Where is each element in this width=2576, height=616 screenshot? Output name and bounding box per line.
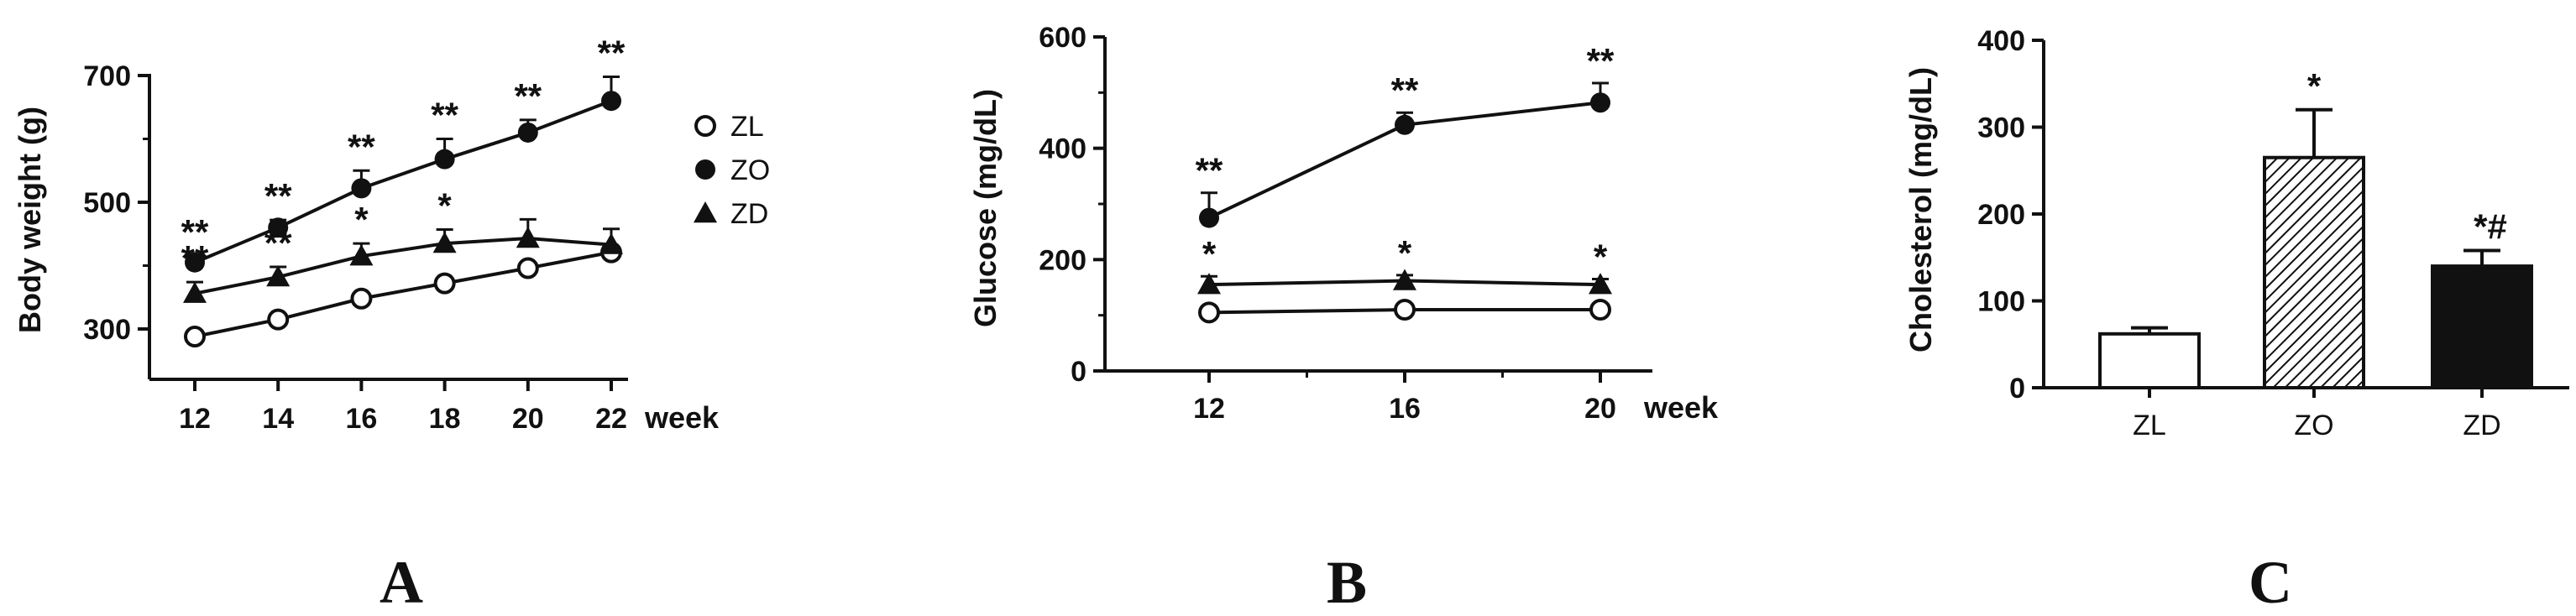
- a-point-zo: [351, 178, 372, 199]
- a-significance-mark: *: [354, 200, 369, 239]
- a-point-zl: [184, 326, 206, 348]
- a-point-zd: [516, 227, 540, 248]
- a-x-tick-label: 18: [429, 403, 461, 435]
- a-x-tick-label: 14: [262, 403, 294, 435]
- a-series-line-zd: [194, 237, 612, 295]
- a-x-tick-label: 12: [179, 403, 211, 435]
- a-significance-mark: *: [437, 185, 452, 225]
- a-y-tick-label: 500: [83, 187, 131, 219]
- a-point-zo: [268, 217, 289, 238]
- b-significance-mark: **: [1587, 41, 1615, 81]
- c-y-tick-label: 100: [1977, 286, 2025, 318]
- c-y-tick-label: 300: [1977, 112, 2025, 144]
- a-significance-mark: **: [598, 34, 626, 73]
- a-point-zd: [599, 232, 623, 254]
- a-point-zd: [432, 232, 457, 253]
- c-bar-zd: [2431, 264, 2533, 389]
- a-point-zl: [267, 308, 290, 331]
- b-point-zd: [1589, 273, 1612, 295]
- a-point-zl: [350, 287, 373, 310]
- c-x-tick-label: ZD: [2463, 410, 2500, 441]
- c-y-tick-label: 200: [1977, 199, 2025, 231]
- a-point-zl: [516, 257, 539, 279]
- panel-a-chart: 300 500 700 12 14 16 18 20 22 week Body weight (g)…: [13, 34, 770, 435]
- b-x-unit-label: week: [1643, 390, 1719, 425]
- c-bar-zl: [2098, 331, 2201, 389]
- b-significance-mark: **: [1196, 151, 1223, 191]
- b-significance-mark: *: [1594, 238, 1608, 277]
- c-y-tick-label: 400: [1977, 25, 2025, 57]
- b-y-axis-label: Glucose (mg/dL): [968, 89, 1003, 327]
- b-x-tick-label: 12: [1193, 393, 1225, 425]
- b-significance-mark: **: [1391, 70, 1419, 110]
- a-point-zl: [433, 272, 456, 295]
- b-point-zo: [1395, 114, 1415, 135]
- b-y-tick-label: 600: [1039, 22, 1086, 54]
- a-legend-marker-zo: [695, 159, 715, 180]
- c-x-tick-label: ZL: [2133, 410, 2166, 441]
- panel-letter-b: B: [1327, 549, 1367, 616]
- a-series-line-zo: [194, 99, 612, 264]
- b-point-zl: [1589, 299, 1611, 321]
- a-significance-mark: **: [431, 96, 458, 135]
- a-significance-mark: **: [181, 212, 209, 252]
- b-y-tick-label: 400: [1039, 133, 1086, 165]
- a-x-tick-label: 16: [345, 403, 377, 435]
- b-point-zd: [1197, 273, 1221, 295]
- c-significance-mark: *#: [2474, 206, 2507, 246]
- a-y-tick-label: 300: [83, 314, 131, 346]
- a-significance-mark: **: [264, 223, 292, 263]
- b-x-tick-label: 16: [1389, 393, 1421, 425]
- b-point-zo: [1590, 92, 1610, 113]
- a-significance-mark: **: [348, 127, 375, 166]
- a-legend-label-zo: ZO: [730, 154, 770, 186]
- b-significance-mark: *: [1398, 233, 1412, 273]
- a-x-tick-label: 22: [595, 403, 627, 435]
- a-point-zd: [183, 281, 207, 303]
- c-y-axis-label: Cholesterol (mg/dL): [1903, 67, 1938, 352]
- a-legend-label-zl: ZL: [730, 111, 764, 143]
- b-x-tick-label: 20: [1584, 393, 1616, 425]
- b-point-zl: [1394, 299, 1416, 321]
- a-y-axis-label: Body weight (g): [13, 107, 47, 333]
- b-y-tick-label: 0: [1071, 356, 1086, 388]
- b-point-zl: [1198, 301, 1220, 324]
- a-series-line-zl: [194, 250, 612, 339]
- a-point-zo: [434, 149, 455, 170]
- a-x-unit-label: week: [644, 400, 720, 435]
- a-point-zo: [185, 252, 205, 273]
- panel-letter-c: C: [2249, 549, 2292, 616]
- a-legend-marker-zd: [694, 201, 717, 223]
- b-point-zd: [1393, 269, 1416, 290]
- a-significance-mark: **: [181, 238, 209, 278]
- a-x-tick-label: 20: [512, 403, 544, 435]
- b-y-tick-label: 200: [1039, 244, 1086, 276]
- c-significance-mark: *: [2307, 66, 2322, 106]
- a-significance-mark: **: [264, 176, 292, 216]
- panel-letter-a: A: [380, 549, 423, 616]
- c-x-tick-label: ZO: [2294, 410, 2333, 441]
- c-bar-zo: [2263, 155, 2365, 389]
- a-point-zo: [601, 91, 621, 112]
- a-point-zd: [349, 244, 374, 266]
- a-legend-label-zd: ZD: [730, 198, 768, 230]
- b-point-zo: [1199, 207, 1219, 228]
- c-y-tick-label: 0: [2009, 373, 2025, 405]
- b-significance-mark: *: [1202, 234, 1217, 274]
- a-significance-mark: **: [514, 76, 542, 116]
- a-point-zo: [517, 122, 538, 143]
- a-y-tick-label: 700: [83, 60, 131, 92]
- a-point-zd: [266, 265, 291, 287]
- panel-c-chart: 0 100 200 300 400 Cholesterol (mg/dL) ZL ZO * ZD *…: [1903, 25, 2569, 441]
- a-legend-marker-zl: [694, 115, 716, 137]
